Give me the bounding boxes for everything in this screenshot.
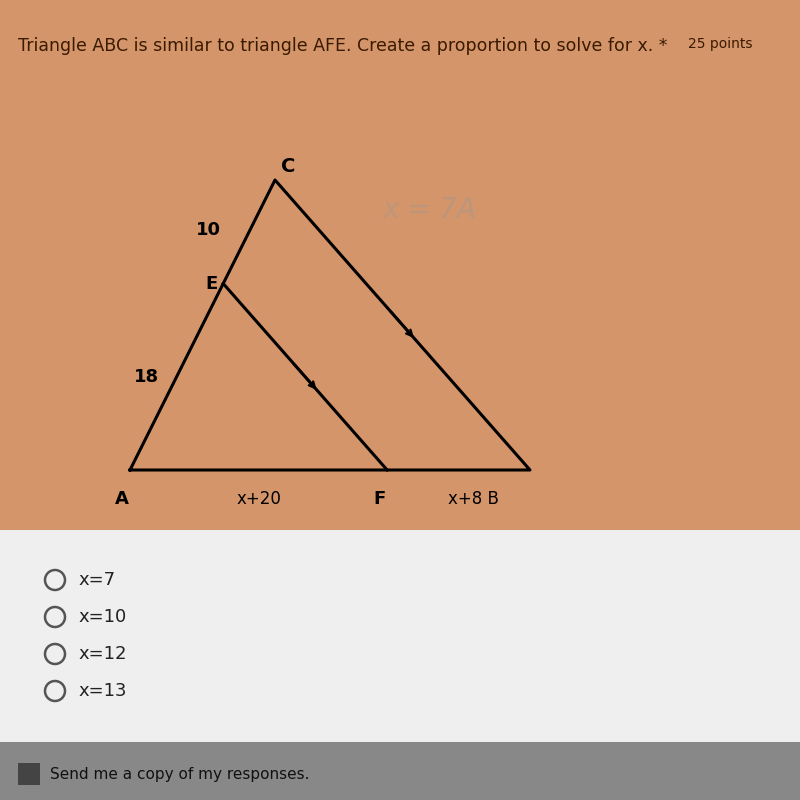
- Text: x=10: x=10: [78, 608, 126, 626]
- FancyBboxPatch shape: [0, 742, 800, 800]
- Text: x = 7A: x = 7A: [383, 196, 477, 224]
- Text: x=13: x=13: [78, 682, 126, 700]
- Text: 25 points: 25 points: [688, 37, 753, 51]
- Text: x+20: x+20: [236, 490, 281, 508]
- Text: 18: 18: [134, 368, 158, 386]
- Text: Triangle ABC is similar to triangle AFE. Create a proportion to solve for x. *: Triangle ABC is similar to triangle AFE.…: [18, 37, 667, 55]
- Text: x=12: x=12: [78, 645, 126, 663]
- Text: 10: 10: [196, 221, 221, 238]
- Text: x+8 B: x+8 B: [448, 490, 499, 508]
- Text: x=7: x=7: [78, 571, 115, 589]
- FancyBboxPatch shape: [0, 530, 800, 742]
- FancyBboxPatch shape: [18, 763, 40, 785]
- Text: F: F: [373, 490, 385, 508]
- Text: E: E: [205, 274, 218, 293]
- Text: A: A: [115, 490, 129, 508]
- Text: C: C: [281, 157, 295, 176]
- Text: Send me a copy of my responses.: Send me a copy of my responses.: [50, 766, 310, 782]
- FancyBboxPatch shape: [0, 0, 800, 530]
